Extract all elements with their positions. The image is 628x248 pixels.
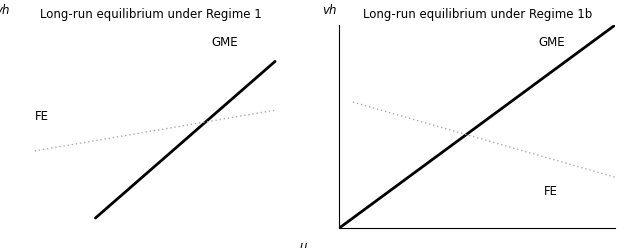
Text: GME: GME [538, 36, 565, 49]
Title: Long-run equilibrium under Regime 1b: Long-run equilibrium under Regime 1b [362, 8, 592, 21]
Text: u: u [299, 240, 306, 248]
Text: vh: vh [0, 4, 10, 17]
Text: vh: vh [322, 4, 337, 17]
Text: FE: FE [35, 110, 48, 123]
Title: Long-run equilibrium under Regime 1: Long-run equilibrium under Regime 1 [40, 8, 262, 21]
Text: GME: GME [212, 36, 238, 49]
Text: FE: FE [544, 185, 558, 198]
